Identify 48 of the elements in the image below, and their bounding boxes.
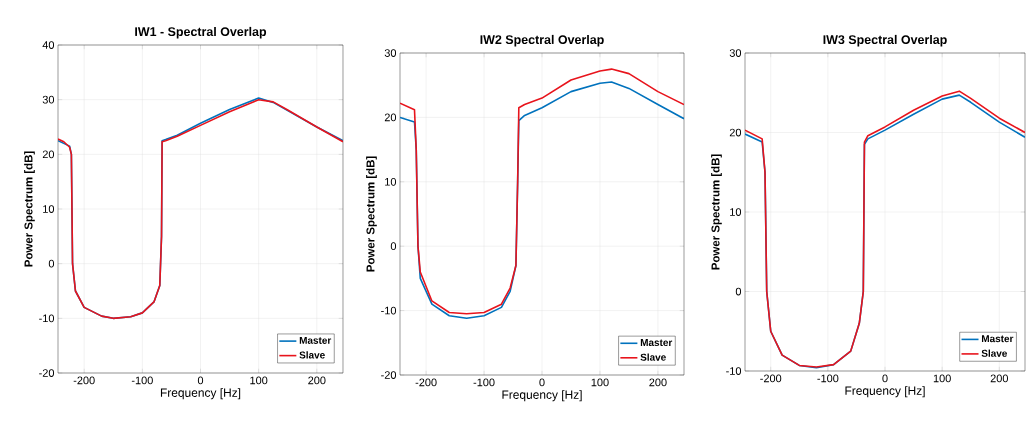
y-tick-label: 20 <box>42 150 55 159</box>
y-tick-label: 30 <box>42 95 55 104</box>
y-tick-label: 0 <box>735 287 742 296</box>
x-tick-label: 200 <box>649 378 667 387</box>
y-tick-label: 0 <box>390 242 397 251</box>
x-tick-label: 100 <box>250 376 268 385</box>
x-tick-label: 0 <box>539 378 545 387</box>
legend-label: Slave <box>640 353 666 361</box>
y-axis-title: Power Spectrum [dB] <box>366 156 377 272</box>
y-axis-title: Power Spectrum [dB] <box>24 151 35 267</box>
legend-label: Master <box>981 335 1014 343</box>
legend-label: Master <box>640 339 673 347</box>
x-tick-label: -200 <box>760 374 782 383</box>
x-tick-label: -200 <box>73 376 95 385</box>
x-tick-label: -200 <box>415 378 437 387</box>
y-tick-label: -20 <box>39 369 55 377</box>
y-tick-label: -10 <box>39 314 55 323</box>
y-tick-label: 10 <box>43 205 55 213</box>
chart-title: IW2 Spectral Overlap <box>480 34 604 47</box>
y-tick-label: -10 <box>381 306 397 315</box>
y-tick-label: 30 <box>729 49 742 57</box>
x-tick-label: 0 <box>197 376 204 385</box>
y-tick-label: 0 <box>48 259 55 268</box>
y-tick-label: -20 <box>381 371 397 379</box>
x-tick-label: 200 <box>990 374 1008 383</box>
x-tick-label: -100 <box>473 378 495 387</box>
y-tick-label: 30 <box>384 49 397 57</box>
y-tick-label: 10 <box>385 177 397 186</box>
x-tick-label: 100 <box>591 378 609 387</box>
y-tick-label: 20 <box>384 113 397 122</box>
y-tick-label: 40 <box>42 41 55 49</box>
x-tick-label: 100 <box>933 374 951 383</box>
x-axis-title: Frequency [Hz] <box>502 390 582 402</box>
legend-label: Master <box>299 336 332 344</box>
y-axis-title: Power Spectrum [dB] <box>711 154 722 270</box>
legend-label: Slave <box>981 349 1007 357</box>
y-tick-label: -10 <box>726 367 742 375</box>
x-axis-title: Frequency [Hz] <box>845 386 925 398</box>
y-tick-label: 20 <box>729 128 742 137</box>
x-tick-label: -100 <box>817 374 839 383</box>
x-tick-label: -100 <box>131 376 153 385</box>
chart-title: IW3 Spectral Overlap <box>823 34 947 47</box>
legend-label: Slave <box>299 351 325 359</box>
x-tick-label: 200 <box>308 376 326 385</box>
x-axis-title: Frequency [Hz] <box>160 388 241 400</box>
y-tick-label: 10 <box>730 208 742 216</box>
chart-title: IW1 - Spectral Overlap <box>135 26 267 39</box>
x-tick-label: 0 <box>882 374 888 383</box>
